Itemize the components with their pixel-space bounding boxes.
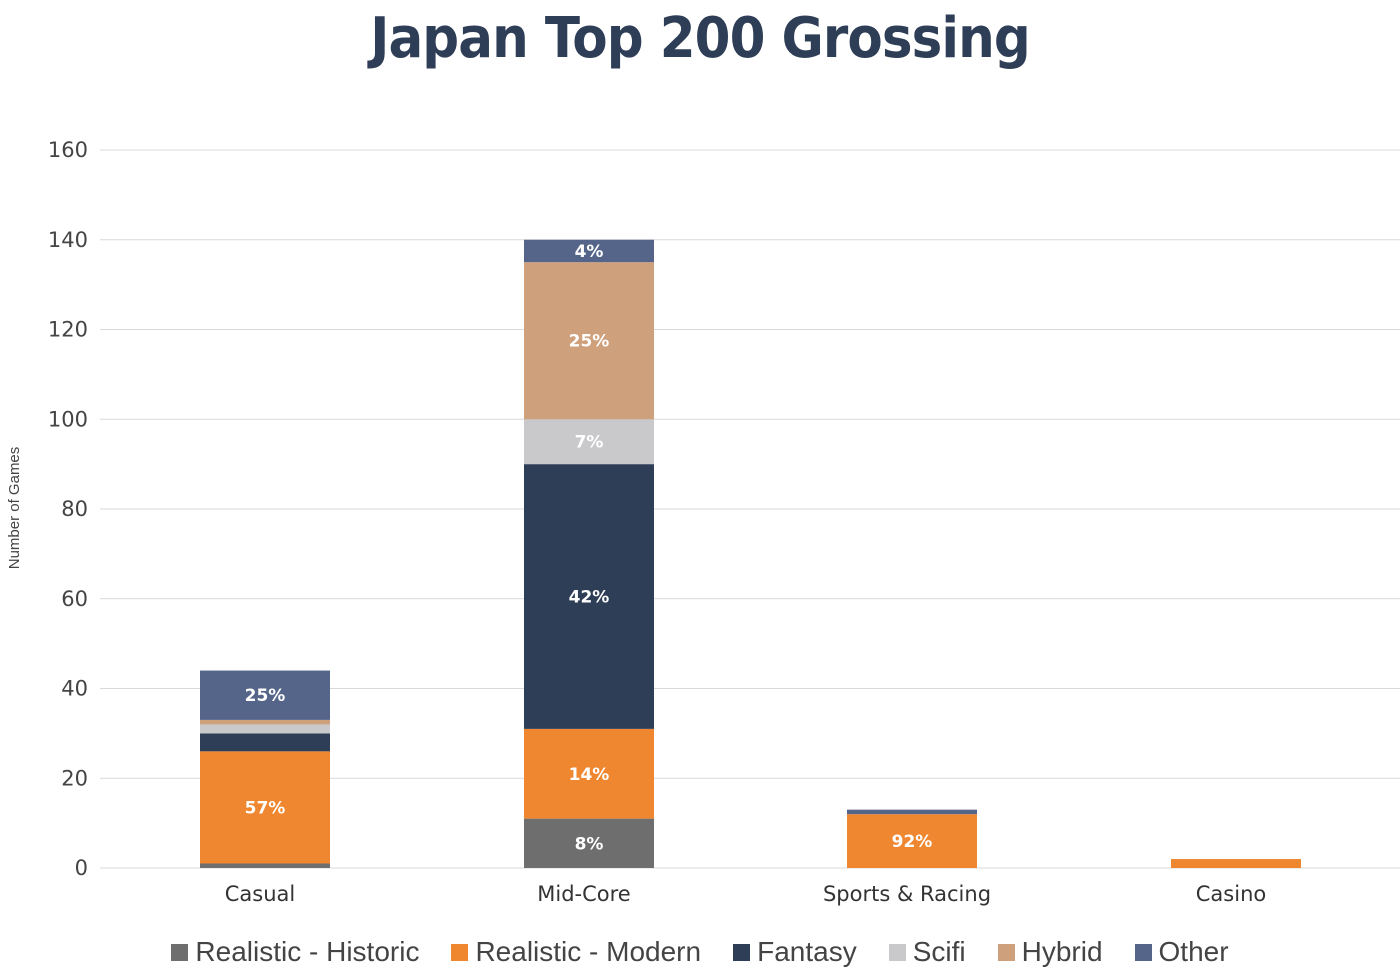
y-tick-label: 140: [48, 228, 88, 252]
x-axis-labels: Casual Mid-Core Sports & Racing Casino: [225, 882, 1266, 906]
legend-item: Hybrid: [997, 936, 1103, 968]
bar-segment-hybrid-mid-core: [524, 262, 654, 420]
data-label: 42%: [569, 588, 610, 608]
legend-item: Realistic - Historic: [171, 936, 419, 968]
legend: Realistic - Historic Realistic - Modern Fa…: [0, 936, 1400, 968]
chart-title: Japan Top 200 Grossing: [370, 6, 1031, 71]
legend-label: Realistic - Modern: [475, 936, 702, 967]
data-label: 92%: [892, 832, 933, 852]
data-label: 25%: [569, 332, 610, 352]
y-tick-label: 100: [48, 407, 88, 431]
legend-swatch: [451, 943, 469, 961]
data-label: 25%: [245, 686, 286, 706]
bar-segment-scifi-casual: [200, 724, 330, 734]
y-tick-label: 60: [61, 587, 88, 611]
y-tick-label: 40: [61, 677, 88, 701]
bar-segment-scifi-mid-core: [524, 419, 654, 465]
bar-segment-realistic-modern-sports-racing: [847, 814, 977, 868]
legend-item: Scifi: [888, 936, 966, 968]
bar-segment-realistic-modern-casual: [200, 751, 330, 864]
y-tick-label: 20: [61, 766, 88, 790]
legend-label: Other: [1158, 936, 1229, 967]
legend-swatch: [1134, 943, 1152, 961]
x-tick-label: Casino: [1196, 882, 1266, 906]
data-label: 57%: [245, 798, 286, 818]
legend-item: Fantasy: [733, 936, 857, 968]
stacked-bar-chart: 0 20 40 60 80 100 120 140 160 Number of Games 57…: [6, 138, 1400, 906]
legend-label: Fantasy: [757, 936, 857, 967]
x-tick-label: Mid-Core: [537, 882, 630, 906]
legend-item: Other: [1134, 936, 1229, 968]
legend-label: Scifi: [912, 936, 966, 967]
data-label: 14%: [569, 765, 610, 785]
bar-segment-realistic-modern-casino: [1171, 859, 1301, 868]
y-axis-ticks: 0 20 40 60 80 100 120 140 160: [48, 138, 88, 880]
x-tick-label: Casual: [225, 882, 296, 906]
legend-swatch: [888, 943, 906, 961]
legend-swatch: [171, 943, 189, 961]
bars: 57% 25% 8% 14% 42% 7% 25% 4% 92%: [200, 239, 1301, 868]
legend-label: Hybrid: [1021, 936, 1103, 967]
y-tick-label: 160: [48, 138, 88, 162]
data-label: 8%: [575, 834, 604, 854]
y-tick-label: 120: [48, 318, 88, 342]
y-axis-label: Number of Games: [6, 447, 23, 570]
bar-segment-fantasy-mid-core: [524, 464, 654, 729]
bar-segment-hybrid-casual: [200, 719, 330, 725]
legend-swatch: [733, 943, 751, 961]
bar-segment-other-mid-core: [524, 239, 654, 263]
y-tick-label: 80: [61, 497, 88, 521]
bar-segment-realistic-modern-mid-core: [524, 728, 654, 819]
data-label: 4%: [575, 242, 604, 262]
legend-label: Realistic - Historic: [195, 936, 420, 967]
bar-segment-realistic-historic-mid-core: [524, 818, 654, 868]
bar-segment-other-casual: [200, 670, 330, 720]
x-tick-label: Sports & Racing: [823, 882, 991, 906]
bar-segment-fantasy-casual: [200, 733, 330, 752]
y-tick-label: 0: [75, 856, 88, 880]
bar-segment-realistic-historic-casual: [200, 863, 330, 868]
legend-swatch: [997, 943, 1015, 961]
data-label: 7%: [575, 433, 604, 453]
bar-segment-other-sports-racing: [847, 809, 977, 815]
legend-item: Realistic - Modern: [451, 936, 701, 968]
